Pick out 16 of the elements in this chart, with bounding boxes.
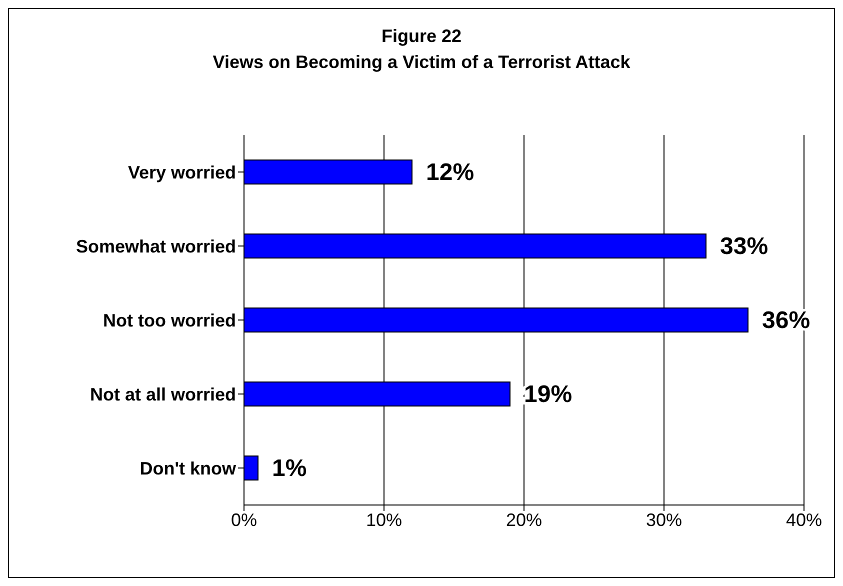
- y-tick-label: Don't know: [140, 458, 237, 478]
- data-label: 1%: [272, 455, 307, 482]
- y-tick-label: Not too worried: [103, 310, 236, 330]
- y-tick-label: Not at all worried: [90, 384, 236, 404]
- y-tick-label: Somewhat worried: [76, 236, 236, 256]
- x-tick-label: 0%: [230, 510, 258, 530]
- y-tick-label: Very worried: [128, 162, 236, 182]
- data-label: 12%: [426, 159, 474, 186]
- x-tick-label: 20%: [506, 510, 542, 530]
- data-label: 33%: [720, 233, 768, 260]
- data-label: 19%: [524, 381, 572, 408]
- x-tick-label: 40%: [786, 510, 822, 530]
- x-tick-label: 10%: [366, 510, 402, 530]
- x-tick-label: 30%: [646, 510, 682, 530]
- chart-subtitle: Views on Becoming a Victim of a Terrorist Attack: [212, 51, 632, 74]
- chart-title: Figure 22: [380, 25, 463, 48]
